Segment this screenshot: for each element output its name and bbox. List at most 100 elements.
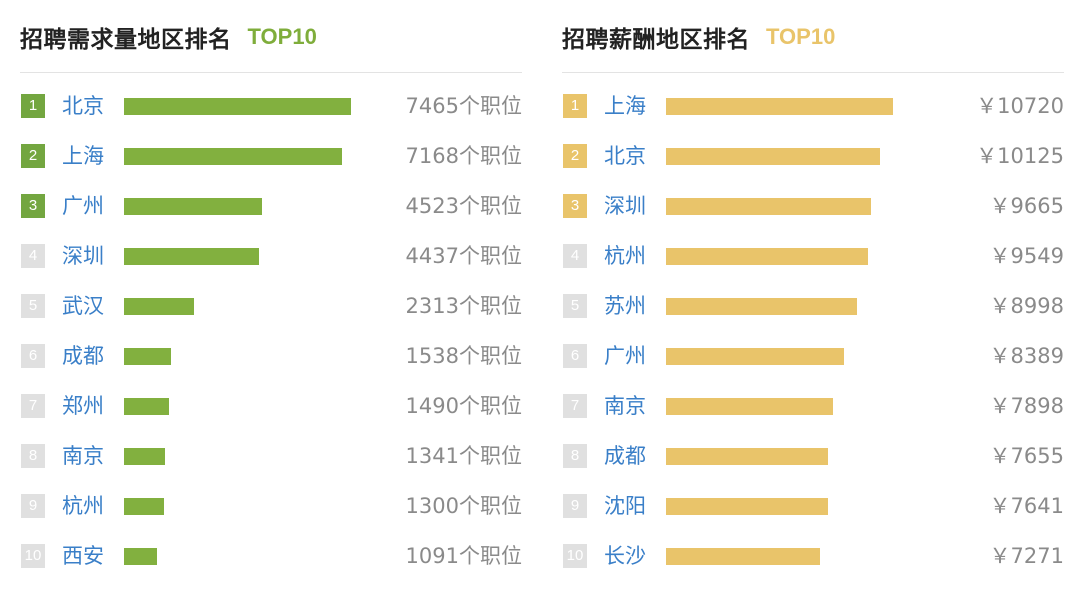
rank-badge: 4 [21, 244, 45, 268]
bar [666, 198, 871, 215]
rank-badge: 2 [563, 144, 587, 168]
table-row: 6 广州 ￥8389 [562, 331, 1064, 381]
table-row: 1 北京 7465个职位 [20, 81, 522, 131]
demand-title-row: 招聘需求量地区排名 TOP10 [20, 20, 317, 54]
rank-badge: 6 [563, 344, 587, 368]
table-row: 3 深圳 ￥9665 [562, 181, 1064, 231]
city-link[interactable]: 长沙 [604, 544, 646, 568]
bar [124, 448, 165, 465]
rank-badge: 5 [563, 294, 587, 318]
rank-badge: 6 [21, 344, 45, 368]
city-link[interactable]: 成都 [604, 444, 646, 468]
city-link[interactable]: 北京 [604, 144, 646, 168]
bar [124, 248, 259, 265]
rank-badge: 10 [21, 544, 45, 568]
table-row: 4 杭州 ￥9549 [562, 231, 1064, 281]
city-link[interactable]: 杭州 [62, 494, 104, 518]
table-row: 8 成都 ￥7655 [562, 431, 1064, 481]
chart-title: 招聘需求量地区排名 [20, 27, 232, 53]
table-row: 9 杭州 1300个职位 [20, 481, 522, 531]
value-label: ￥10720 [976, 94, 1064, 118]
value-label: 7465个职位 [405, 94, 522, 118]
value-label: ￥9549 [989, 244, 1064, 268]
demand-rows: 1 北京 7465个职位 2 上海 7168个职位 3 广州 4523个职位 4 深圳 4437个职位… [20, 81, 522, 581]
city-link[interactable]: 西安 [62, 544, 104, 568]
value-label: ￥7898 [989, 394, 1064, 418]
table-row: 10 长沙 ￥7271 [562, 531, 1064, 581]
rank-badge: 2 [21, 144, 45, 168]
bar [124, 548, 157, 565]
bar [666, 148, 880, 165]
city-link[interactable]: 杭州 [604, 244, 646, 268]
value-label: 7168个职位 [405, 144, 522, 168]
value-label: 1538个职位 [405, 344, 522, 368]
bar [666, 448, 828, 465]
city-link[interactable]: 深圳 [62, 244, 104, 268]
value-label: 2313个职位 [405, 294, 522, 318]
table-row: 5 武汉 2313个职位 [20, 281, 522, 331]
bar [666, 398, 833, 415]
value-label: 1300个职位 [405, 494, 522, 518]
table-row: 9 沈阳 ￥7641 [562, 481, 1064, 531]
city-link[interactable]: 南京 [604, 394, 646, 418]
table-row: 7 南京 ￥7898 [562, 381, 1064, 431]
salary-rows: 1 上海 ￥10720 2 北京 ￥10125 3 深圳 ￥9665 4 杭州 ￥9549 5 苏州 ￥89… [562, 81, 1064, 581]
value-label: ￥7655 [989, 444, 1064, 468]
city-link[interactable]: 广州 [62, 194, 104, 218]
rank-badge: 9 [563, 494, 587, 518]
divider [20, 72, 522, 73]
rank-badge: 10 [563, 544, 587, 568]
city-link[interactable]: 武汉 [62, 294, 104, 318]
bar [666, 248, 868, 265]
value-label: ￥7271 [989, 544, 1064, 568]
city-link[interactable]: 广州 [604, 344, 646, 368]
city-link[interactable]: 上海 [604, 94, 646, 118]
city-link[interactable]: 成都 [62, 344, 104, 368]
value-label: ￥7641 [989, 494, 1064, 518]
value-label: ￥9665 [989, 194, 1064, 218]
salary-title-row: 招聘薪酬地区排名 TOP10 [562, 20, 835, 54]
value-label: 1091个职位 [405, 544, 522, 568]
divider [562, 72, 1064, 73]
table-row: 8 南京 1341个职位 [20, 431, 522, 481]
bar [124, 498, 164, 515]
rank-badge: 1 [563, 94, 587, 118]
value-label: 4523个职位 [405, 194, 522, 218]
chart-title: 招聘薪酬地区排名 [562, 27, 750, 53]
city-link[interactable]: 北京 [62, 94, 104, 118]
rank-badge: 7 [563, 394, 587, 418]
table-row: 7 郑州 1490个职位 [20, 381, 522, 431]
value-label: ￥10125 [976, 144, 1064, 168]
rank-badge: 1 [21, 94, 45, 118]
bar [124, 98, 351, 115]
rank-badge: 8 [21, 444, 45, 468]
city-link[interactable]: 深圳 [604, 194, 646, 218]
city-link[interactable]: 南京 [62, 444, 104, 468]
bar [666, 98, 893, 115]
value-label: 4437个职位 [405, 244, 522, 268]
bar [124, 348, 171, 365]
table-row: 10 西安 1091个职位 [20, 531, 522, 581]
rank-badge: 5 [21, 294, 45, 318]
salary-ranking-panel: 招聘薪酬地区排名 TOP10 1 上海 ￥10720 2 北京 ￥10125 3 深圳 ￥966… [562, 0, 1064, 606]
city-link[interactable]: 苏州 [604, 294, 646, 318]
rank-badge: 7 [21, 394, 45, 418]
table-row: 3 广州 4523个职位 [20, 181, 522, 231]
rank-badge: 3 [563, 194, 587, 218]
bar [666, 348, 844, 365]
bar [124, 198, 262, 215]
rank-badge: 4 [563, 244, 587, 268]
value-label: ￥8389 [989, 344, 1064, 368]
city-link[interactable]: 上海 [62, 144, 104, 168]
table-row: 6 成都 1538个职位 [20, 331, 522, 381]
bar [124, 298, 194, 315]
bar [666, 498, 828, 515]
table-row: 2 北京 ￥10125 [562, 131, 1064, 181]
table-row: 1 上海 ￥10720 [562, 81, 1064, 131]
top10-badge: TOP10 [247, 24, 317, 49]
rank-badge: 3 [21, 194, 45, 218]
city-link[interactable]: 沈阳 [604, 494, 646, 518]
value-label: 1490个职位 [405, 394, 522, 418]
demand-ranking-panel: 招聘需求量地区排名 TOP10 1 北京 7465个职位 2 上海 7168个职位 3 广州 4… [20, 0, 522, 606]
city-link[interactable]: 郑州 [62, 394, 104, 418]
